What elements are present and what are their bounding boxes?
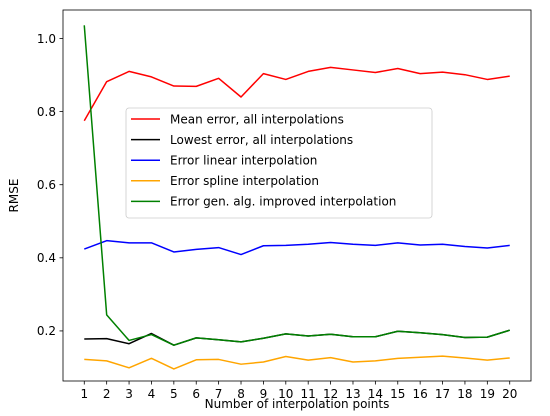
plot-frame <box>62 9 532 382</box>
y-tick-label: 1.0 <box>37 32 56 46</box>
legend-label: Mean error, all interpolations <box>170 112 344 126</box>
x-tick-label: 14 <box>368 387 383 401</box>
x-tick-label: 2 <box>103 387 111 401</box>
x-tick-label: 16 <box>413 387 428 401</box>
series-line-4 <box>84 355 510 370</box>
y-tick-label: 0.8 <box>37 105 56 119</box>
series-line-2 <box>84 329 510 346</box>
x-tick-label: 11 <box>301 387 316 401</box>
x-axis: 1 2 3 4 5 6 7 8 9 10 11 12 13 14 15 16 17 18 19 20 <box>80 381 517 401</box>
series-layer <box>83 25 510 370</box>
series-line-1 <box>83 66 510 122</box>
x-tick-label: 7 <box>215 387 223 401</box>
x-tick-label: 12 <box>323 387 338 401</box>
x-tick-label: 9 <box>260 387 268 401</box>
series-line-3 <box>84 239 510 256</box>
x-tick-label: 15 <box>390 387 405 401</box>
x-tick-label: 13 <box>345 387 360 401</box>
y-tick-label: 0.6 <box>37 178 56 192</box>
legend-label: Lowest error, all interpolations <box>170 133 353 147</box>
series-line-5 <box>83 25 510 346</box>
x-tick-label: 1 <box>80 387 88 401</box>
y-tick-label: 0.2 <box>37 324 56 338</box>
legend: Mean error, all interpolations Lowest err… <box>125 107 433 219</box>
y-axis: 0.2 0.4 0.6 0.8 1.0 <box>37 32 63 338</box>
y-axis-label: RMSE <box>7 179 21 213</box>
legend-box <box>125 107 433 219</box>
x-tick-label: 20 <box>502 387 517 401</box>
x-tick-label: 10 <box>278 387 293 401</box>
x-tick-label: 18 <box>457 387 472 401</box>
x-tick-label: 6 <box>192 387 200 401</box>
legend-label: Error gen. alg. improved interpolation <box>170 195 396 209</box>
x-tick-label: 5 <box>170 387 178 401</box>
x-axis-label: Number of interpolation points <box>205 397 390 411</box>
x-tick-label: 4 <box>148 387 156 401</box>
legend-label: Error linear interpolation <box>170 154 317 168</box>
legend-label: Error spline interpolation <box>170 174 319 188</box>
y-tick-label: 0.4 <box>37 251 56 265</box>
x-tick-label: 19 <box>480 387 495 401</box>
x-tick-label: 3 <box>125 387 133 401</box>
x-tick-label: 17 <box>435 387 450 401</box>
x-tick-label: 8 <box>237 387 245 401</box>
